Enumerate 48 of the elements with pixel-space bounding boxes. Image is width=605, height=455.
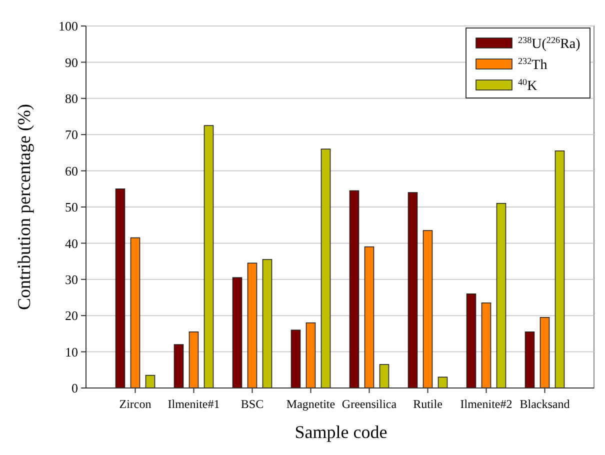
x-tick-label: Zircon bbox=[119, 397, 152, 411]
x-tick-label: Ilmenite#1 bbox=[168, 397, 220, 411]
bar bbox=[130, 237, 140, 388]
y-tick-label: 20 bbox=[65, 308, 78, 324]
x-axis-title: Sample code bbox=[294, 422, 388, 442]
bar bbox=[438, 376, 448, 388]
y-tick-label: 80 bbox=[65, 90, 78, 106]
bar bbox=[188, 331, 199, 388]
bar bbox=[481, 302, 492, 388]
bar bbox=[262, 259, 272, 388]
bar bbox=[496, 202, 506, 388]
x-tick-label: Greensilica bbox=[342, 397, 398, 411]
bar bbox=[540, 317, 550, 388]
bar bbox=[422, 230, 433, 388]
bar bbox=[554, 150, 565, 388]
bar bbox=[379, 364, 390, 388]
y-tick-label: 100 bbox=[58, 18, 78, 34]
bar bbox=[466, 293, 476, 388]
y-tick-label: 70 bbox=[65, 127, 78, 142]
x-tick-label: Ilmenite#2 bbox=[460, 397, 512, 411]
legend-label: $^{40}$K bbox=[518, 77, 538, 94]
x-tick-label: Magnetite bbox=[286, 397, 336, 411]
bar bbox=[232, 277, 242, 388]
bar bbox=[290, 330, 301, 388]
x-tick-label: Blacksand bbox=[520, 397, 570, 411]
y-axis-title: Contribution percentage (%) bbox=[14, 104, 34, 310]
y-tick-label: 40 bbox=[65, 236, 78, 251]
bar bbox=[115, 188, 126, 388]
bar bbox=[204, 125, 214, 388]
x-tick-label: BSC bbox=[240, 397, 264, 411]
bar bbox=[145, 374, 156, 388]
bar bbox=[408, 192, 418, 388]
bar bbox=[364, 246, 374, 388]
y-tick-label: 60 bbox=[65, 163, 78, 178]
bar bbox=[174, 344, 184, 388]
bar bbox=[306, 322, 316, 388]
y-tick-label: 10 bbox=[65, 344, 78, 360]
y-tick-label: 30 bbox=[65, 272, 78, 287]
y-tick-label: 90 bbox=[65, 54, 78, 70]
x-tick-label: Rutile bbox=[413, 397, 442, 411]
y-tick-label: 0 bbox=[72, 380, 78, 396]
bar bbox=[247, 262, 258, 388]
y-tick-label: 50 bbox=[65, 200, 78, 215]
bar bbox=[524, 331, 535, 388]
legend-label: $^{238}$U($^{226}$Ra) bbox=[518, 35, 581, 52]
bar bbox=[349, 190, 360, 388]
bar bbox=[320, 148, 331, 388]
legend-label: $^{232}$Th bbox=[518, 56, 548, 73]
